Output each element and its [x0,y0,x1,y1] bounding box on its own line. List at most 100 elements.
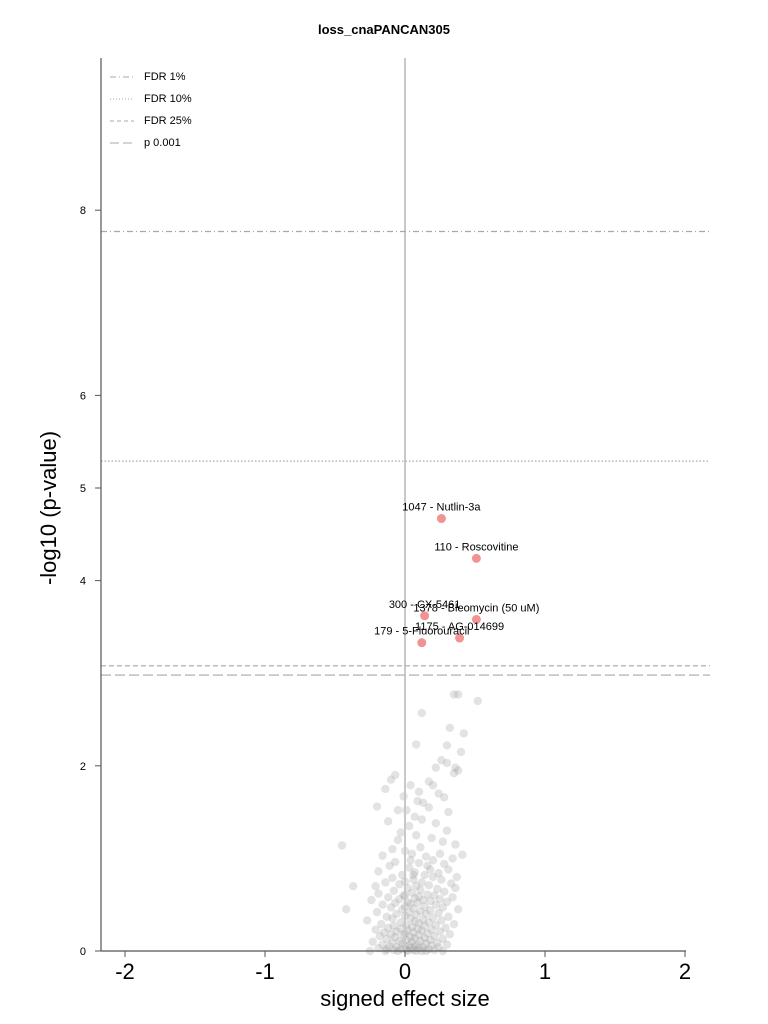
background-point [392,943,401,952]
background-point [434,943,443,952]
legend-item-p001: p 0.001 [110,132,192,154]
background-point [424,881,433,890]
background-point [420,870,429,880]
background-point [438,903,447,912]
background-point [410,894,419,903]
background-point [381,784,390,794]
background-point [405,907,414,917]
background-point [396,918,405,927]
background-point [384,893,393,902]
x-tick-label: -2 [115,959,135,984]
background-point [391,932,400,942]
background-point [440,887,449,896]
background-point [426,896,435,906]
background-point [431,763,440,772]
background-point [375,931,384,941]
background-point [389,921,398,931]
legend-swatch-longdash [110,142,134,144]
background-point [442,741,452,750]
background-point [414,931,424,940]
background-point [378,940,387,949]
background-point [413,924,422,933]
background-point [378,851,387,860]
background-point [384,923,393,933]
background-point [396,828,405,837]
legend: FDR 1% FDR 10% FDR 25% p 0.001 [110,66,192,154]
background-point [441,923,450,933]
background-point [368,937,377,946]
x-tick-label: 0 [399,959,411,984]
background-point [407,888,417,897]
background-point [435,894,445,904]
background-point [405,821,414,831]
background-point [419,943,428,952]
background-point [427,925,436,934]
y-tick-label: 2 [80,761,86,773]
background-point [337,841,347,850]
background-point [412,910,421,920]
background-point [412,831,421,840]
background-point [377,919,386,929]
background-point [385,861,394,871]
background-point [433,938,442,947]
background-point [424,777,433,786]
background-point [421,939,431,948]
background-point [423,890,432,899]
background-point [426,935,435,945]
background-point [388,914,397,923]
background-point [442,897,452,907]
background-point [445,930,454,939]
background-point [448,893,457,902]
background-point [412,740,421,749]
background-point [409,945,418,955]
background-point [435,927,445,936]
background-point [416,906,425,916]
background-point [442,826,452,835]
chart-title: loss_cnaPANCAN305 [318,22,450,37]
background-point [388,873,397,883]
legend-label: FDR 1% [144,71,186,83]
background-point [410,812,419,821]
background-point [392,909,401,919]
background-point [414,944,424,953]
background-point [349,881,358,891]
background-point [438,934,447,944]
background-point [395,880,404,889]
background-point [399,792,408,801]
background-point [367,895,376,905]
point-labels-layer: 1047 - Nutlin-3a 110 - Roscovitine 300 - C… [374,502,539,638]
background-point [416,936,425,946]
background-point [430,891,439,900]
background-point [449,919,459,929]
background-point [417,708,426,718]
significant-point-label: 110 - Roscovitine [434,541,518,553]
background-point [407,922,417,932]
background-point [391,857,400,867]
background-point [454,690,463,699]
background-point [431,920,440,930]
background-point [407,849,417,858]
background-point [440,793,449,802]
background-point [372,802,382,811]
background-point [374,867,383,876]
background-point [434,869,443,878]
background-point [413,898,422,908]
background-point [448,854,457,863]
background-point [447,879,456,888]
background-point [406,781,415,790]
background-point [473,696,482,706]
y-tick-label: 5 [80,483,86,495]
background-point [385,942,394,951]
significant-point [455,633,465,643]
background-point [430,945,439,955]
significant-point [436,514,446,524]
background-point [413,796,422,806]
background-point [420,933,429,943]
background-point [388,938,397,947]
background-point [417,815,426,824]
background-point [442,940,452,949]
background-point [391,770,400,780]
background-point [452,872,461,882]
background-point [416,885,425,895]
background-point [442,758,452,768]
